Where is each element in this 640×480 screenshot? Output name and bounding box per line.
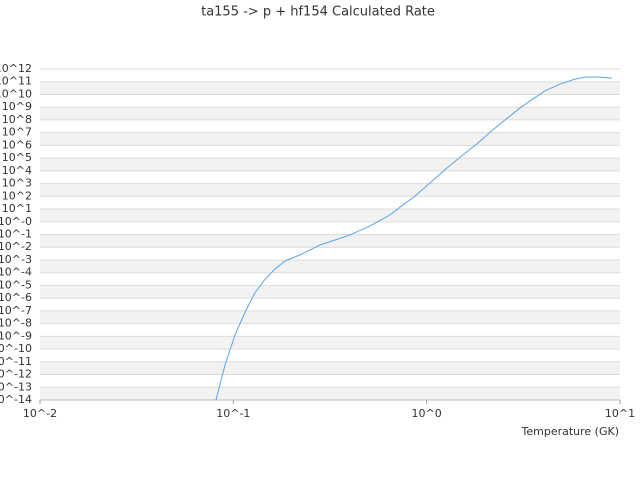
y-tick-label: 10^3 — [2, 177, 32, 190]
grid-band — [40, 285, 620, 299]
grid-band — [40, 158, 620, 171]
x-tick-label: 10^-1 — [216, 407, 250, 420]
grid-band — [40, 234, 620, 248]
y-tick-label: 10^-9 — [0, 329, 32, 342]
data-line — [215, 76, 613, 401]
grid-band — [40, 336, 620, 350]
grid-band — [40, 132, 620, 146]
y-tick-label: 10^-11 — [0, 355, 32, 368]
y-tick-label: 10^-10 — [0, 342, 32, 355]
grid-band — [40, 387, 620, 400]
grid-band — [40, 259, 620, 273]
grid-band — [40, 107, 620, 120]
x-tick-label: 10^1 — [605, 407, 635, 420]
grid-band — [40, 361, 620, 375]
y-tick-label: 10^-7 — [0, 304, 32, 317]
y-tick-label: 10^-14 — [0, 393, 32, 406]
y-tick-label: 10^-0 — [0, 215, 32, 228]
y-tick-label: 10^-6 — [0, 291, 32, 304]
y-tick-label: 10^-2 — [0, 240, 32, 253]
y-tick-label: 10^7 — [2, 126, 32, 139]
grid-band — [40, 209, 620, 222]
chart-title: ta155 -> p + hf154 Calculated Rate — [201, 5, 435, 20]
y-tick-label: 10^8 — [2, 113, 32, 126]
y-tick-label: 10^-5 — [0, 278, 32, 291]
y-tick-label: 10^-12 — [0, 368, 32, 381]
y-tick-label: 10^9 — [2, 100, 32, 113]
y-tick-label: 10^-4 — [0, 266, 32, 279]
y-tick-label: 10^11 — [0, 75, 32, 88]
x-axis-label: Temperature (GK) — [521, 425, 620, 438]
grid-band — [40, 183, 620, 197]
grid-band — [40, 310, 620, 324]
grid-band — [40, 81, 620, 95]
y-tick-label: 10^-8 — [0, 317, 32, 330]
y-tick-label: 10^4 — [2, 164, 32, 177]
y-tick-label: 10^1 — [2, 202, 32, 215]
y-tick-label: 10^-1 — [0, 228, 32, 241]
x-tick-label: 10^0 — [412, 407, 442, 420]
y-tick-label: 10^10 — [0, 87, 32, 100]
y-tick-label: 10^2 — [2, 189, 32, 202]
y-tick-label: 10^12 — [0, 62, 32, 75]
y-tick-label: 10^5 — [2, 151, 32, 164]
y-tick-label: 10^-13 — [0, 380, 32, 393]
x-tick-label: 10^-2 — [23, 407, 57, 420]
y-tick-label: 10^-3 — [0, 253, 32, 266]
y-tick-label: 10^6 — [2, 138, 32, 151]
